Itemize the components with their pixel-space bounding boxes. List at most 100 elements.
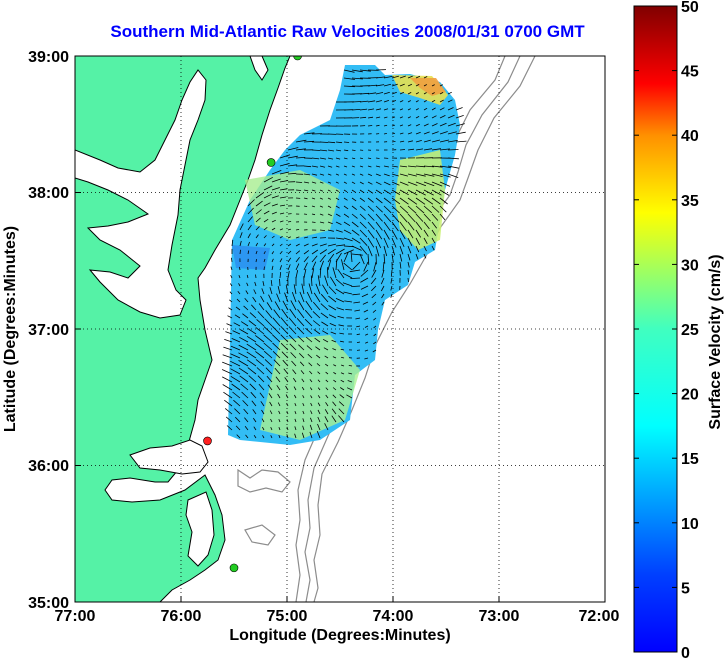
velocity-arrow — [294, 426, 297, 431]
velocity-arrow — [270, 435, 273, 439]
velocity-arrow — [276, 293, 281, 303]
velocity-arrow — [270, 427, 273, 431]
velocity-arrow — [407, 237, 413, 246]
velocity-arrow — [232, 330, 241, 335]
velocity-arrow — [263, 350, 273, 359]
velocity-arrow — [337, 268, 345, 279]
velocity-arrow — [303, 262, 308, 271]
velocity-arrow — [292, 377, 297, 383]
velocity-arrow — [293, 284, 297, 295]
velocity-arrow — [303, 173, 311, 176]
velocity-arrow — [352, 261, 361, 270]
velocity-arrow — [291, 360, 297, 367]
velocity-arrow — [391, 75, 400, 79]
velocity-arrow — [407, 197, 418, 205]
velocity-arrow — [348, 372, 353, 375]
velocity-arrow — [351, 109, 361, 111]
velocity-arrow — [367, 100, 376, 103]
velocity-arrow — [399, 173, 409, 177]
velocity-arrow — [295, 148, 306, 151]
velocity-arrow — [343, 157, 348, 160]
velocity-arrow — [373, 341, 377, 345]
velocity-arrow — [277, 393, 281, 399]
velocity-arrow — [319, 229, 326, 231]
velocity-arrow — [328, 295, 337, 303]
velocity-arrow — [407, 229, 414, 239]
colorbar-tick-label: 15 — [681, 451, 699, 468]
velocity-arrow — [343, 229, 352, 235]
velocity-arrow — [312, 311, 321, 319]
velocity-arrow — [353, 301, 361, 304]
colorbar-tick-label: 35 — [681, 193, 699, 210]
velocity-arrow — [271, 235, 275, 239]
velocity-arrow — [391, 141, 396, 143]
velocity-arrow — [301, 283, 305, 295]
velocity-arrow — [309, 387, 313, 391]
velocity-arrow — [343, 251, 349, 263]
velocity-arrow — [407, 140, 413, 143]
velocity-arrow — [375, 229, 383, 240]
velocity-arrow — [351, 77, 363, 80]
velocity-arrow — [367, 165, 372, 168]
colorbar-tick-label: 20 — [681, 387, 699, 404]
velocity-arrow — [239, 266, 241, 271]
velocity-arrow — [390, 277, 393, 284]
velocity-arrow — [309, 424, 313, 431]
velocity-arrow — [340, 348, 345, 351]
x-tick-label: 72:00 — [579, 608, 620, 625]
velocity-arrow — [239, 232, 243, 239]
velocity-arrow — [255, 192, 264, 199]
velocity-arrow — [230, 275, 233, 279]
velocity-arrow — [270, 418, 273, 423]
velocity-arrow — [431, 131, 439, 135]
velocity-arrow — [335, 278, 345, 287]
velocity-arrow — [320, 303, 329, 311]
velocity-arrow — [301, 432, 305, 439]
velocity-arrow — [399, 91, 405, 95]
velocity-arrow — [311, 255, 318, 263]
velocity-arrow — [367, 221, 375, 230]
velocity-arrow — [320, 293, 329, 303]
velocity-arrow — [279, 196, 287, 199]
velocity-arrow — [287, 164, 298, 167]
velocity-arrow — [407, 75, 413, 79]
colorbar-tick-label: 50 — [681, 0, 699, 16]
velocity-arrow — [375, 189, 383, 195]
velocity-arrow — [276, 385, 281, 391]
velocity-arrow — [327, 197, 331, 200]
velocity-arrow — [287, 243, 292, 247]
velocity-arrow — [247, 233, 251, 239]
velocity-arrow — [261, 409, 265, 415]
velocity-arrow — [365, 333, 369, 336]
velocity-arrow — [256, 319, 265, 327]
velocity-arrow — [229, 283, 233, 287]
velocity-arrow — [343, 213, 350, 218]
velocity-arrow — [340, 364, 345, 367]
velocity-arrow — [239, 336, 249, 343]
velocity-arrow — [364, 325, 369, 328]
station-hatteras — [229, 563, 239, 573]
velocity-arrow — [263, 258, 266, 263]
velocity-arrow — [360, 269, 369, 277]
velocity-arrow — [230, 368, 241, 375]
station-delmarva — [266, 158, 276, 167]
velocity-arrow — [415, 84, 420, 87]
velocity-arrow — [263, 342, 273, 351]
velocity-arrow — [391, 165, 398, 168]
velocity-arrow — [381, 301, 385, 306]
velocity-arrow — [372, 309, 377, 313]
velocity-arrow — [310, 395, 313, 399]
velocity-arrow — [338, 408, 345, 415]
velocity-arrow — [415, 173, 426, 177]
velocity-arrow — [279, 278, 281, 287]
velocity-arrow — [447, 131, 457, 135]
velocity-arrow — [373, 333, 377, 337]
velocity-arrow — [222, 354, 233, 359]
velocity-arrow — [263, 226, 268, 231]
velocity-arrow — [247, 367, 257, 375]
velocity-arrow — [294, 394, 297, 399]
velocity-arrow — [327, 221, 333, 225]
velocity-arrow — [439, 181, 451, 187]
velocity-arrow — [303, 205, 308, 207]
velocity-arrow — [252, 296, 257, 303]
